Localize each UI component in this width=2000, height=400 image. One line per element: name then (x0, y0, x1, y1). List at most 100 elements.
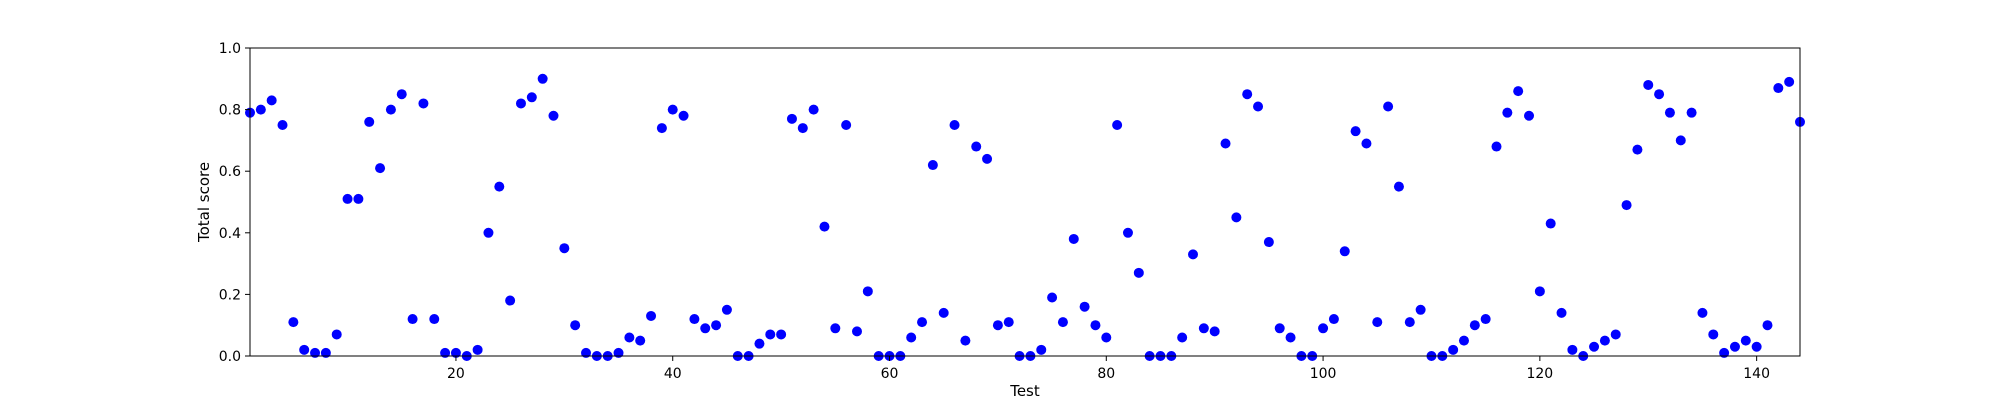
data-point (1198, 323, 1209, 334)
data-point (581, 347, 592, 358)
x-tick-label: 40 (664, 366, 682, 382)
data-point (1253, 101, 1264, 112)
data-point (1188, 249, 1199, 260)
data-point (765, 329, 776, 340)
data-point (721, 304, 732, 315)
x-tick-label: 60 (881, 366, 899, 382)
y-tick-label: 1.0 (219, 41, 241, 57)
data-point (1502, 107, 1513, 118)
data-point (1534, 286, 1545, 297)
data-point (320, 347, 331, 358)
data-point (526, 92, 537, 103)
data-point (1643, 79, 1654, 90)
y-tick-label: 0.2 (219, 287, 241, 303)
data-point (570, 320, 581, 331)
data-point (971, 141, 982, 152)
y-axis-label: Total score (195, 162, 213, 243)
data-point (906, 332, 917, 343)
data-point (1090, 320, 1101, 331)
data-point (418, 98, 429, 109)
data-point (678, 110, 689, 121)
data-point (494, 181, 505, 192)
data-point (1122, 227, 1133, 238)
data-point (277, 120, 288, 130)
data-point (1599, 335, 1610, 346)
data-point (1372, 317, 1383, 328)
data-point (808, 104, 819, 115)
data-point (1740, 335, 1751, 346)
data-point (689, 314, 700, 325)
x-tick-label: 20 (447, 366, 465, 382)
x-axis-ticks: 20 40 60 80 100 120 140 (447, 356, 1770, 382)
data-point (1621, 200, 1632, 211)
data-point (635, 335, 646, 346)
data-point (342, 193, 353, 204)
data-point (266, 95, 277, 106)
data-point (385, 104, 396, 115)
data-point (331, 329, 342, 340)
data-point (1101, 332, 1112, 343)
data-point (1285, 332, 1296, 343)
data-point (1383, 101, 1394, 112)
data-point (1708, 329, 1719, 340)
data-point (559, 243, 570, 254)
data-point (656, 123, 667, 134)
data-point (1057, 317, 1068, 328)
data-point (1231, 212, 1242, 223)
data-point (396, 89, 407, 100)
data-point (797, 123, 808, 134)
data-point (1318, 323, 1329, 334)
y-tick-label: 0.0 (219, 349, 241, 365)
plot-frame (249, 47, 1801, 357)
data-point (1404, 317, 1415, 328)
data-point (992, 320, 1003, 331)
data-point (353, 193, 364, 204)
data-point (1112, 120, 1123, 130)
data-point (1719, 347, 1730, 358)
data-point (537, 73, 548, 84)
data-point (646, 310, 657, 321)
data-point (1209, 326, 1220, 337)
x-tick-label: 120 (1526, 366, 1553, 382)
data-point (299, 344, 310, 355)
data-point (711, 320, 722, 331)
data-point (1448, 344, 1459, 355)
data-point (1263, 237, 1274, 248)
data-point (548, 110, 559, 121)
data-point (841, 120, 852, 130)
data-point (515, 98, 526, 109)
data-point (1729, 341, 1740, 352)
data-point (1339, 246, 1350, 257)
data-point (1242, 89, 1253, 100)
y-tick-label: 0.6 (219, 164, 241, 180)
data-point (776, 329, 787, 340)
data-point (1784, 76, 1795, 87)
data-point (1697, 307, 1708, 318)
data-point (1068, 233, 1079, 244)
data-point (938, 307, 949, 318)
data-point (429, 314, 440, 325)
data-point (1458, 335, 1469, 346)
data-point (1589, 341, 1600, 352)
data-point (851, 326, 862, 337)
data-point (1220, 138, 1231, 149)
data-point (483, 227, 494, 238)
data-point (1133, 267, 1144, 278)
data-points (245, 73, 1805, 361)
data-point (1513, 86, 1524, 97)
data-point (1393, 181, 1404, 192)
data-point (819, 221, 830, 232)
y-tick-label: 0.4 (219, 226, 241, 242)
data-point (1328, 314, 1339, 325)
data-point (927, 160, 938, 171)
data-point (1361, 138, 1372, 149)
data-point (375, 163, 386, 174)
y-tick-label: 0.8 (219, 103, 241, 119)
x-tick-label: 140 (1743, 366, 1770, 382)
y-axis-ticks: 0.0 0.2 0.4 0.6 0.8 1.0 (219, 41, 250, 365)
data-point (288, 317, 299, 328)
data-point (1415, 304, 1426, 315)
data-point (754, 338, 765, 349)
